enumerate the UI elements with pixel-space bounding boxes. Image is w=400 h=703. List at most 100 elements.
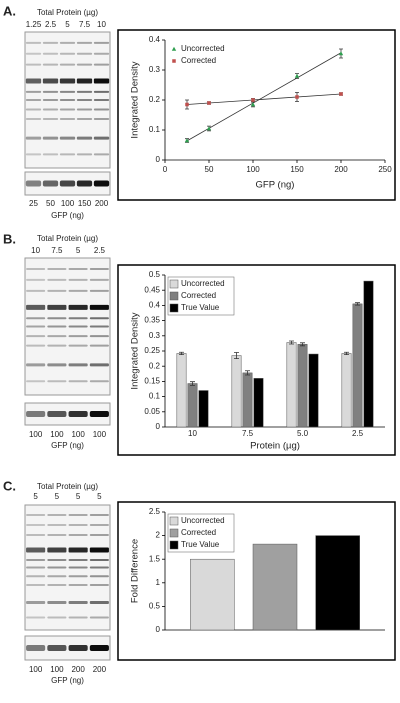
blot-band <box>47 335 67 338</box>
blot-band <box>47 534 67 536</box>
blot-band <box>42 136 59 140</box>
blot-band <box>93 136 110 140</box>
blot-band <box>25 52 42 55</box>
blot-band <box>68 547 88 553</box>
bar <box>252 543 298 631</box>
blot-band <box>47 645 67 651</box>
blot-band <box>76 118 93 121</box>
blot-band <box>26 380 46 383</box>
blot-band <box>76 41 93 44</box>
blot-band <box>26 566 46 569</box>
blot-band <box>89 317 109 320</box>
blot-band <box>59 63 76 66</box>
blot-band <box>26 278 46 281</box>
blot-band <box>42 118 59 121</box>
x-tick-label: 250 <box>378 165 392 174</box>
blot-band <box>26 616 46 619</box>
blot-band <box>68 616 88 619</box>
bar <box>315 535 360 631</box>
bar <box>198 390 209 428</box>
blot-band <box>47 524 67 526</box>
blot-band <box>47 304 67 310</box>
blot-band <box>26 317 46 320</box>
point <box>295 95 299 99</box>
blot-band <box>68 645 88 651</box>
legend-swatch <box>169 291 179 301</box>
blot-band <box>26 559 46 561</box>
x-tick-label: 5.0 <box>297 429 309 438</box>
bar <box>297 344 308 428</box>
point <box>251 98 255 102</box>
blot-band <box>93 118 110 121</box>
blot-band <box>42 153 59 156</box>
blot-band <box>42 99 59 101</box>
blot-band <box>93 52 110 55</box>
y-tick-label: 0.4 <box>149 301 161 310</box>
blot-band <box>42 78 59 84</box>
blot-band <box>59 118 76 121</box>
blot-band <box>47 380 67 383</box>
blot-band <box>47 616 67 619</box>
y-axis-label: Integrated Density <box>130 312 141 389</box>
blot-band <box>47 559 67 561</box>
blot-band <box>47 267 67 270</box>
blot-band <box>68 289 88 292</box>
blot-band <box>47 363 67 367</box>
blot-band <box>76 108 93 111</box>
lane-label: 2.5 <box>45 20 57 29</box>
blot-band <box>25 99 42 101</box>
blot-band <box>76 90 93 93</box>
x-tick-label: 200 <box>334 165 348 174</box>
lane-label: 5 <box>97 492 102 501</box>
lane-label: 10 <box>31 246 40 255</box>
y-tick-label: 0.1 <box>149 392 161 401</box>
blot-band <box>59 136 76 140</box>
y-tick-label: 0.15 <box>144 377 160 386</box>
bar <box>286 342 297 428</box>
legend-box <box>167 513 235 553</box>
blot-band <box>89 575 109 578</box>
legend-swatch <box>169 279 179 289</box>
blot-band <box>93 180 110 187</box>
blot-band <box>26 411 46 417</box>
blot-title: Total Protein (µg) <box>37 482 98 491</box>
y-tick-label: 0.3 <box>149 65 161 74</box>
blot-band <box>59 90 76 93</box>
blot-xlabel: GFP (ng) <box>51 676 84 685</box>
blot-band <box>68 267 88 270</box>
error-bar <box>234 352 239 359</box>
y-tick-label: 0 <box>156 422 161 431</box>
blot-band <box>25 180 42 187</box>
y-tick-label: 0.4 <box>149 35 161 44</box>
x-tick-label: 150 <box>290 165 304 174</box>
bar <box>253 378 264 428</box>
point <box>185 102 189 107</box>
blot-band <box>26 335 46 338</box>
blot-band <box>76 136 93 140</box>
bar <box>308 353 319 428</box>
x-tick-label: 2.5 <box>352 429 364 438</box>
bar <box>341 353 352 428</box>
legend-swatch <box>169 540 179 550</box>
bar <box>363 280 374 428</box>
blot-band <box>93 99 110 101</box>
lane-label: 100 <box>71 430 85 439</box>
blot-band <box>26 547 46 553</box>
blot-band <box>26 363 46 367</box>
y-tick-label: 0.3 <box>149 331 161 340</box>
bar <box>176 353 187 428</box>
blot-xlabel: GFP (ng) <box>51 211 84 220</box>
blot-band <box>42 90 59 93</box>
blot-band <box>68 601 88 604</box>
legend-label: Corrected <box>181 56 216 65</box>
blot-band <box>89 278 109 281</box>
legend-label: Corrected <box>181 291 216 300</box>
blot-band <box>68 335 88 338</box>
lane-label: 150 <box>78 199 92 208</box>
blot-band <box>25 90 42 93</box>
blot-band <box>59 52 76 55</box>
legend-marker <box>172 59 176 63</box>
panel-label: B. <box>3 231 16 246</box>
y-tick-label: 0 <box>156 155 161 164</box>
blot-band <box>47 514 67 516</box>
